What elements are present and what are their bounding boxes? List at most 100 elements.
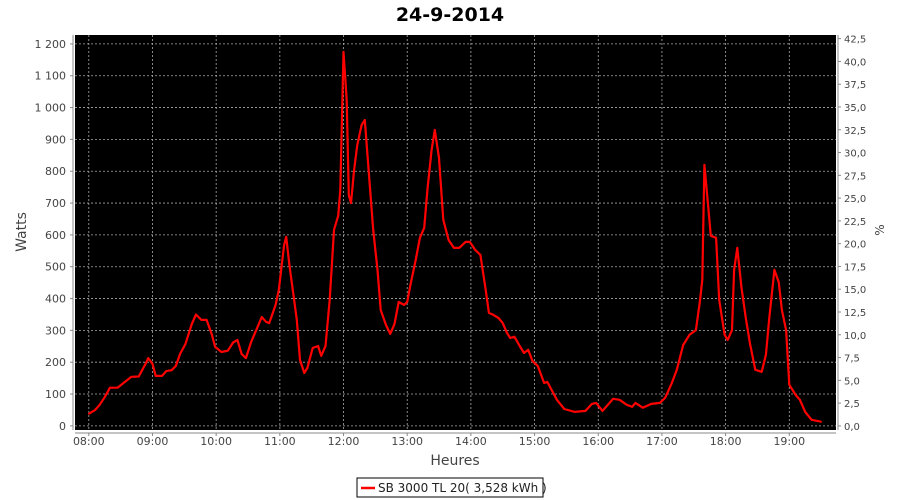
data-point — [87, 412, 90, 415]
y2-tick-label: 10,0 — [844, 331, 866, 342]
y-tick-label: 700 — [45, 197, 66, 210]
data-point — [98, 404, 101, 407]
data-point — [688, 333, 691, 336]
data-point — [563, 408, 566, 410]
data-point — [350, 202, 352, 204]
y2-tick-label: 0,0 — [844, 422, 860, 433]
legend-label: SB 3000 TL 20( 3,528 kWh ) — [378, 481, 547, 495]
data-point — [574, 410, 576, 413]
data-point — [426, 189, 429, 191]
data-point — [804, 410, 807, 413]
x-tick-label: 13:00 — [391, 435, 423, 448]
data-point — [694, 329, 697, 331]
data-point — [501, 322, 504, 324]
data-point — [438, 156, 440, 159]
data-point — [464, 240, 467, 243]
y2-tick-label: 42,5 — [844, 35, 866, 46]
data-point — [337, 214, 340, 217]
data-point — [137, 375, 140, 378]
data-point — [718, 298, 721, 301]
data-point — [403, 304, 405, 306]
data-point — [442, 219, 445, 221]
data-point — [810, 418, 813, 421]
y-tick-label: 500 — [45, 261, 66, 274]
data-point — [214, 346, 217, 348]
data-point — [195, 313, 197, 316]
data-point — [430, 149, 433, 151]
data-point — [723, 333, 726, 336]
y2-tick-label: 27,5 — [844, 171, 866, 182]
data-point — [406, 301, 409, 303]
data-point — [274, 304, 277, 306]
data-point — [749, 342, 751, 345]
x-tick-label: 12:00 — [328, 435, 360, 448]
data-point — [634, 402, 637, 404]
data-point — [447, 239, 450, 241]
data-point — [154, 374, 157, 377]
data-point — [397, 301, 400, 303]
data-point — [320, 354, 323, 357]
data-point — [303, 372, 306, 374]
y-tick-label: 200 — [45, 356, 66, 369]
data-point — [174, 365, 177, 367]
x-tick-label: 09:00 — [137, 435, 169, 448]
data-point — [170, 369, 173, 372]
data-point — [232, 341, 235, 344]
data-point — [523, 352, 525, 354]
y-tick-label: 600 — [45, 229, 66, 242]
data-point — [618, 398, 621, 401]
data-point — [283, 244, 285, 246]
data-point — [479, 254, 482, 256]
data-point — [631, 405, 634, 408]
y2-tick-label: 17,5 — [844, 262, 866, 273]
data-point — [458, 247, 461, 249]
data-point — [820, 420, 823, 423]
y2-tick-label: 37,5 — [844, 80, 866, 91]
x-axis-label: Heures — [430, 453, 479, 469]
data-point — [103, 396, 106, 399]
data-point — [543, 381, 546, 384]
data-point — [682, 344, 685, 346]
data-point — [179, 353, 181, 355]
data-point — [385, 324, 387, 326]
y-axis-label: Watts — [14, 212, 30, 252]
data-point — [306, 367, 309, 369]
data-point — [345, 99, 348, 101]
data-point — [333, 228, 335, 231]
data-point — [765, 353, 767, 356]
data-point — [527, 348, 530, 351]
data-point — [295, 318, 298, 321]
y-tick-label: 1 000 — [35, 102, 67, 115]
data-point — [626, 403, 628, 406]
data-point — [116, 386, 119, 389]
data-point — [389, 332, 392, 335]
data-point — [550, 388, 553, 391]
y2-tick-label: 25,0 — [844, 194, 866, 205]
data-point — [240, 353, 243, 355]
data-point — [190, 323, 193, 325]
data-point — [409, 283, 412, 286]
data-point — [699, 298, 702, 301]
data-point — [220, 351, 223, 353]
data-point — [277, 289, 280, 291]
x-tick-label: 15:00 — [519, 435, 551, 448]
data-point — [509, 337, 512, 339]
legend-box — [356, 477, 544, 498]
data-point — [311, 346, 314, 349]
data-point — [731, 329, 733, 331]
data-point — [372, 228, 375, 231]
y2-tick-label: 20,0 — [844, 240, 866, 251]
data-point — [484, 289, 487, 291]
y2-tick-label: 2,5 — [844, 399, 860, 410]
y2-tick-label: 22,5 — [844, 217, 866, 228]
y-tick-label: 1 200 — [35, 38, 67, 51]
data-point — [641, 406, 644, 409]
data-point — [488, 311, 490, 314]
data-point — [433, 128, 436, 131]
data-point — [109, 386, 111, 389]
data-point — [347, 194, 350, 197]
data-point — [612, 397, 615, 400]
y2-tick-label: 15,0 — [844, 285, 866, 296]
data-point — [794, 394, 797, 396]
data-point — [393, 323, 396, 325]
